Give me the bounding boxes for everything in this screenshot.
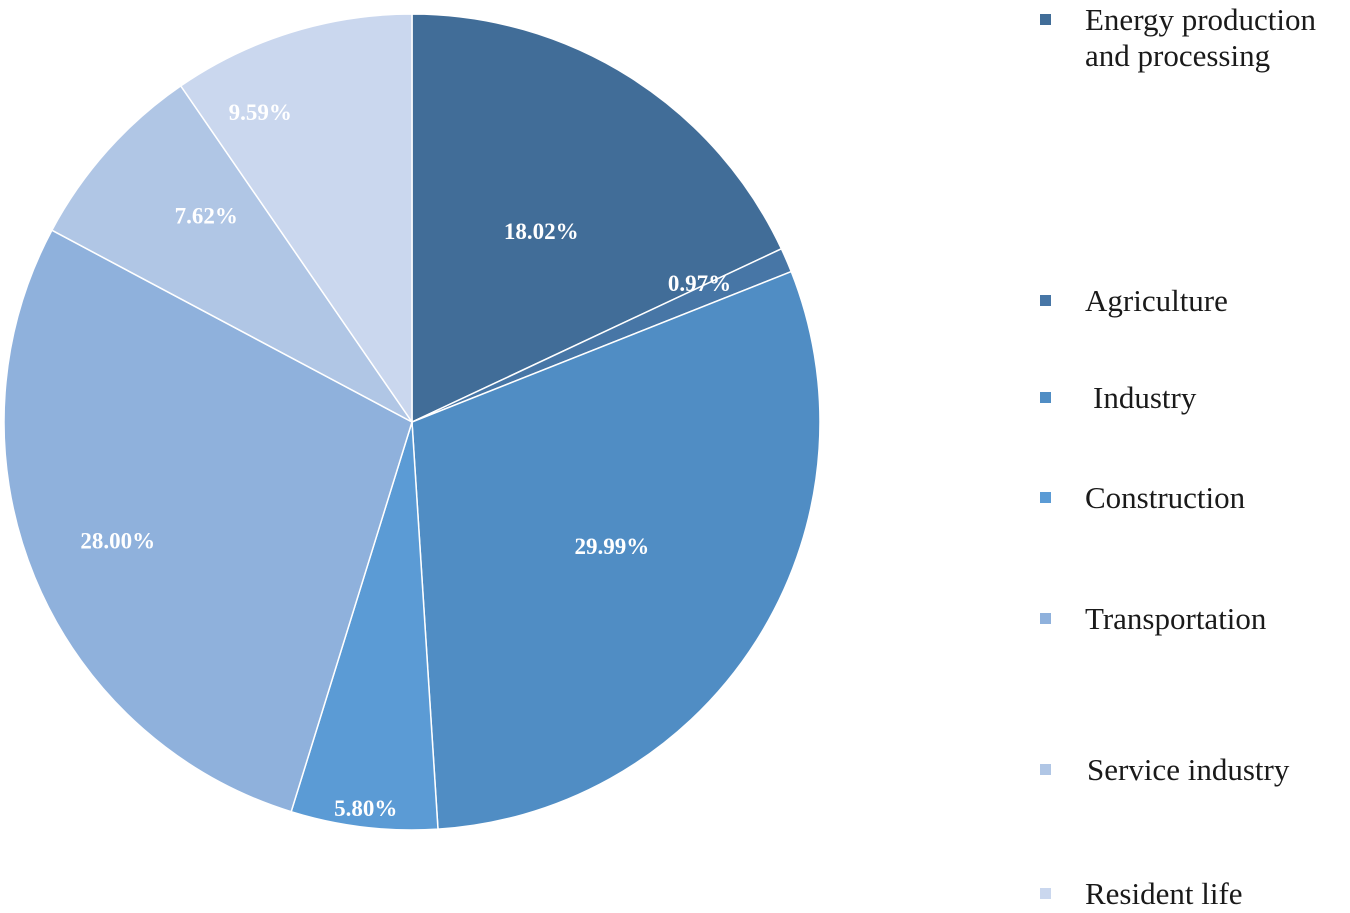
slice-label-energy-production-and-processing: 18.02% [504,219,579,244]
legend-swatch [1040,14,1051,25]
legend-swatch [1040,888,1051,899]
pie-slice-service-industry [50,84,413,423]
slice-label-resident-life: 9.59% [229,100,292,125]
legend-label: Energy production and processing [1085,2,1317,73]
legend-label: Industry [1093,380,1197,415]
legend-label: Resident life [1085,876,1243,911]
slice-label-service-industry: 7.62% [175,203,238,228]
legend-swatch [1040,613,1051,624]
pie-slice-labels: 18.02% 0.97% 29.99% 5.80% 28.00% 7.62% 9.59% [80,100,731,821]
legend-swatch [1040,492,1051,503]
legend-label: Construction [1085,480,1246,515]
slice-label-transportation: 28.00% [80,528,155,553]
legend-item-construction: Construction [1040,480,1350,516]
pie-slice-resident-life [179,13,413,425]
slice-label-agriculture: 0.97% [668,271,731,296]
legend-label: Transportation [1085,601,1267,636]
slice-label-industry: 29.99% [575,534,650,559]
legend-item-energy-production-and-processing: Energy production and processing [1040,2,1350,74]
legend-swatch [1040,392,1051,403]
legend-swatch [1040,764,1051,775]
legend-item-agriculture: Agriculture [1040,283,1350,319]
pie-slice-transportation [3,229,413,813]
pie-slices [3,13,821,831]
pie-slice-construction [290,421,439,831]
legend-item-resident-life: Resident life [1040,876,1350,912]
legend-item-transportation: Transportation [1040,601,1350,637]
pie-slice-energy-production-and-processing [411,13,783,424]
pie-plot-area: 18.02% 0.97% 29.99% 5.80% 28.00% 7.62% 9.59% [3,13,821,831]
legend: Energy production and processing Agricult… [1040,0,1350,913]
legend-item-service-industry: Service industry [1040,752,1350,788]
legend-item-industry: Industry [1040,380,1350,416]
legend-swatch [1040,295,1051,306]
slice-label-construction: 5.80% [334,796,397,821]
legend-label: Agriculture [1085,283,1228,318]
pie-slice-industry [411,270,821,830]
legend-label: Service industry [1087,752,1290,787]
